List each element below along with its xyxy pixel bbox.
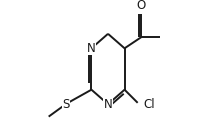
Text: S: S — [62, 98, 70, 111]
Text: O: O — [137, 0, 146, 12]
Text: N: N — [104, 98, 112, 111]
Text: N: N — [87, 42, 96, 55]
Text: Cl: Cl — [143, 98, 155, 111]
